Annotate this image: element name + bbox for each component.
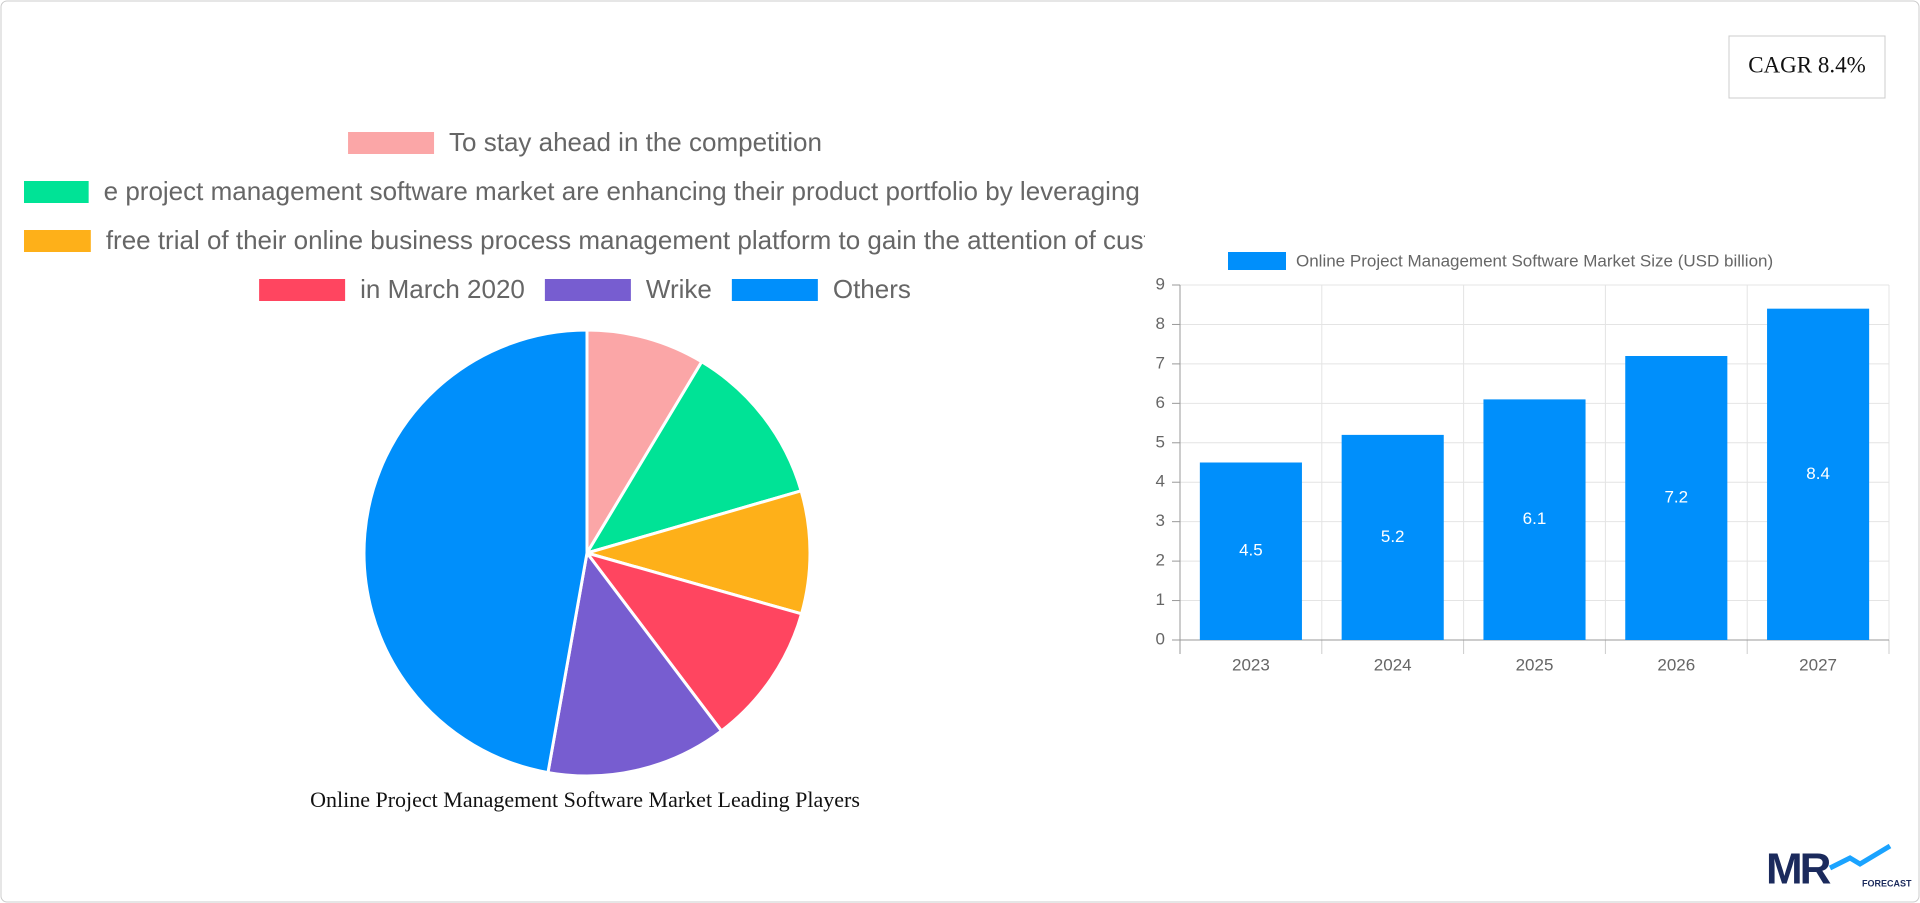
logo-arrow <box>1828 843 1892 871</box>
logo: MR FORECAST <box>1766 843 1912 894</box>
legend-swatch <box>544 279 631 301</box>
x-tick-label: 2025 <box>1516 655 1554 674</box>
bar <box>1341 434 1444 640</box>
x-tick-label: 2023 <box>1232 655 1270 674</box>
data-label: 6.1 <box>1523 509 1547 528</box>
legend-label: e project management software market are… <box>104 176 1168 206</box>
y-tick-label: 9 <box>1156 274 1165 293</box>
y-tick-label: 7 <box>1156 353 1165 372</box>
y-tick-label: 4 <box>1156 472 1165 491</box>
y-tick-label: 6 <box>1156 393 1165 412</box>
y-tick-label: 3 <box>1156 511 1165 530</box>
legend-label: Online Project Management Software Marke… <box>1296 251 1773 270</box>
legend-label: Others <box>833 274 911 304</box>
y-tick-label: 1 <box>1156 590 1165 609</box>
data-label: 7.2 <box>1664 487 1688 506</box>
legend-label: To stay ahead in the competition <box>449 127 822 157</box>
cagr: CAGR 8.4% <box>1748 52 1866 77</box>
bar <box>1625 356 1728 640</box>
legend-label: free trial of their online business proc… <box>106 225 1165 255</box>
pie-title: Online Project Management Software Marke… <box>310 787 860 812</box>
y-tick-label: 0 <box>1156 629 1165 648</box>
pie-slice <box>585 551 804 733</box>
logo-main: MR <box>1766 845 1831 894</box>
bar <box>1483 399 1586 640</box>
cagr-box <box>1728 35 1886 99</box>
x-tick-label: 2026 <box>1657 655 1695 674</box>
legend-swatch <box>731 279 818 301</box>
legend-swatch <box>259 279 346 301</box>
y-tick-label: 5 <box>1156 432 1165 451</box>
legend-swatch <box>348 132 435 154</box>
bar <box>1199 462 1302 640</box>
data-label: 5.2 <box>1381 527 1405 546</box>
legend-swatch <box>24 230 91 252</box>
x-tick-label: 2024 <box>1374 655 1412 674</box>
pie-legend: To stay ahead in the competition e projec… <box>24 127 1168 304</box>
legend-label: Wrike <box>646 274 712 304</box>
data-label: 8.4 <box>1806 464 1830 483</box>
legend-swatch <box>1228 252 1286 270</box>
data-label: 4.5 <box>1239 541 1263 560</box>
pie-slice <box>546 551 723 778</box>
x-tick-label: 2027 <box>1799 655 1837 674</box>
legend-swatch <box>24 181 89 203</box>
pie-slice <box>585 489 812 616</box>
pie-slice <box>362 328 589 775</box>
logo-sub: FORECAST <box>1862 878 1912 888</box>
pie-slice <box>585 328 704 555</box>
legend-label: in March 2020 <box>360 274 525 304</box>
bar <box>1767 308 1870 640</box>
y-tick-label: 2 <box>1156 551 1165 570</box>
y-tick-label: 8 <box>1156 314 1165 333</box>
